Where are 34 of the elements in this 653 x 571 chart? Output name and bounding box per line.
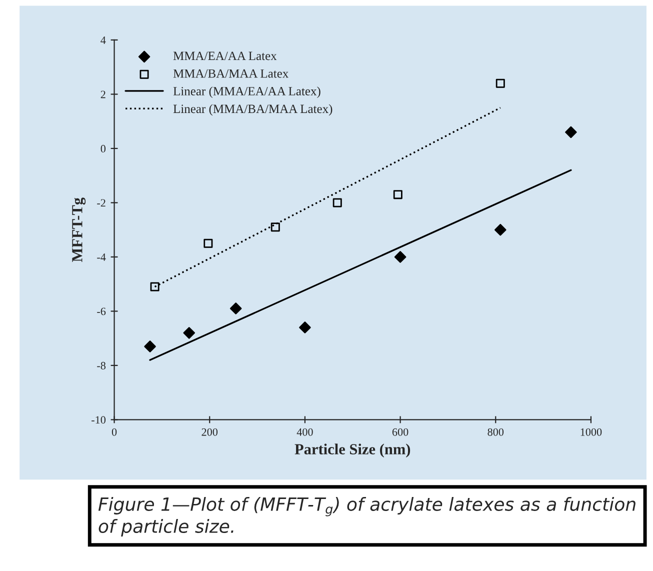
- point: [144, 340, 156, 352]
- point: [204, 238, 213, 248]
- x-tick-label: 400: [296, 428, 313, 436]
- legend-label: MMA/EA/AA Latex: [173, 52, 277, 60]
- y-tick-label: 4: [100, 36, 106, 44]
- point: [183, 327, 196, 339]
- x-tick-label: 200: [202, 428, 218, 436]
- y-tick-label: 0: [100, 144, 106, 152]
- point: [299, 322, 311, 334]
- x-tick-label: 600: [392, 428, 408, 436]
- point: [150, 282, 160, 292]
- point: [393, 190, 402, 200]
- legend-label: Linear (MMA/EA/AA Latex): [173, 86, 320, 98]
- point: [230, 302, 242, 314]
- y-tick-label: -4: [97, 253, 106, 261]
- legend-label: Linear (MMA/BA/MAA Latex): [173, 104, 332, 116]
- x-tick-label: 800: [488, 428, 504, 436]
- y-tick-label: -6: [97, 308, 106, 316]
- y-tick-label: 2: [100, 90, 106, 98]
- legend-label: MMA/BA/MAA Latex: [173, 69, 288, 78]
- point: [496, 78, 505, 88]
- x-tick-label: 0: [112, 428, 117, 436]
- point: [494, 224, 506, 236]
- y-tick-label: -8: [97, 362, 106, 370]
- y-tick-label: -2: [97, 199, 106, 207]
- x-axis-title: Particle Size (nm): [294, 444, 410, 458]
- y-axis-title: MFFT-Tg: [72, 198, 86, 262]
- point: [332, 198, 342, 208]
- x-tick-label: 1000: [580, 428, 602, 436]
- point: [394, 251, 406, 263]
- point: [270, 222, 280, 232]
- point: [565, 126, 577, 138]
- y-tick-label: -10: [92, 416, 106, 424]
- text: Figure 1—Plot of (MFFT-T$_{g}$) of acrylate latexes as a function of particle size.: [98, 496, 636, 537]
